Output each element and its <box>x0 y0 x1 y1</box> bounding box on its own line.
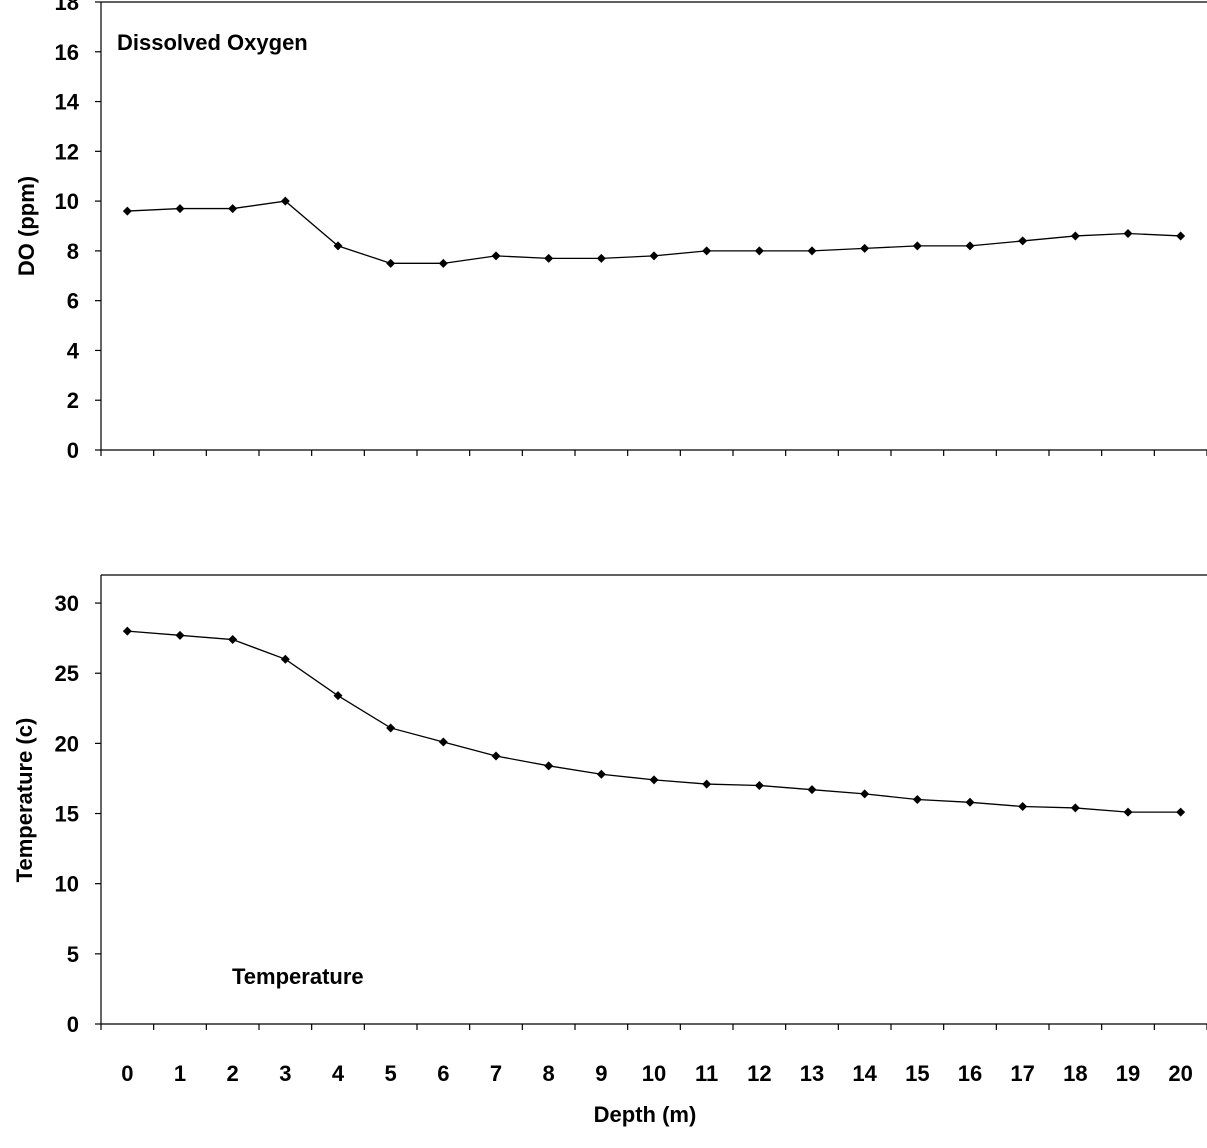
temp-data-point <box>386 723 396 733</box>
temp-data-point <box>1176 807 1186 817</box>
do-data-point <box>175 204 185 214</box>
temp-x-tick-label: 4 <box>332 1061 345 1086</box>
temp-data-point <box>649 775 659 785</box>
do-data-point <box>1018 236 1028 246</box>
temp-y-tick-label: 10 <box>55 872 79 897</box>
temp-x-tick-label: 2 <box>227 1061 239 1086</box>
do-y-tick-label: 8 <box>67 239 79 264</box>
temp-data-point <box>491 751 501 761</box>
do-data-point <box>1123 228 1133 238</box>
temp-data-point <box>175 630 185 640</box>
do-y-tick-label: 4 <box>67 338 80 363</box>
do-data-point <box>754 246 764 256</box>
do-data-point <box>912 241 922 251</box>
do-chart-label: Dissolved Oxygen <box>117 30 308 55</box>
temp-y-tick-label: 15 <box>55 802 79 827</box>
temp-x-tick-label: 0 <box>121 1061 133 1086</box>
temp-data-point <box>754 780 764 790</box>
do-data-point <box>280 196 290 206</box>
do-y-tick-label: 2 <box>67 388 79 413</box>
temp-x-tick-label: 1 <box>174 1061 186 1086</box>
temp-data-point <box>912 795 922 804</box>
temp-data-point <box>1123 807 1133 817</box>
do-y-axis-title: DO (ppm) <box>14 176 39 276</box>
temp-x-tick-label: 15 <box>905 1061 929 1086</box>
temp-data-point <box>1018 802 1028 812</box>
do-y-tick-label: 6 <box>67 289 79 314</box>
do-data-point <box>122 206 132 216</box>
do-data-point <box>965 241 975 251</box>
temp-x-tick-label: 10 <box>642 1061 666 1086</box>
temp-x-tick-label: 11 <box>695 1061 718 1086</box>
temp-x-tick-label: 8 <box>543 1061 555 1086</box>
do-data-point <box>860 243 870 253</box>
do-y-tick-label: 10 <box>55 189 79 214</box>
do-y-tick-label: 16 <box>55 40 79 65</box>
temp-x-tick-label: 3 <box>279 1061 291 1086</box>
do-data-point <box>228 204 238 214</box>
temp-data-point <box>333 691 343 701</box>
do-y-tick-label: 0 <box>67 438 79 463</box>
temp-x-tick-label: 18 <box>1063 1061 1087 1086</box>
temp-x-tick-label: 9 <box>595 1061 607 1086</box>
temp-data-point <box>122 626 132 636</box>
do-data-point <box>544 253 554 263</box>
x-axis-title: Depth (m) <box>594 1102 697 1127</box>
temp-y-tick-label: 0 <box>67 1012 79 1037</box>
temp-y-tick-label: 20 <box>55 731 79 756</box>
do-data-point <box>386 258 396 268</box>
do-y-tick-label: 18 <box>55 0 79 15</box>
temperature-chart-panel: Temperature (c) Temperature Depth (m) 0 5… <box>12 574 1207 1127</box>
temp-data-point <box>807 785 817 795</box>
do-data-point <box>333 241 343 251</box>
temp-x-tick-label: 19 <box>1116 1061 1140 1086</box>
temp-x-tick-label: 16 <box>958 1061 982 1086</box>
temp-data-point <box>228 635 238 645</box>
temp-y-tick-label: 25 <box>55 661 79 686</box>
temp-data-point <box>965 797 975 807</box>
temp-chart-label: Temperature <box>232 964 364 989</box>
temp-x-tick-label: 6 <box>437 1061 449 1086</box>
do-data-point <box>1070 231 1080 241</box>
do-data-point <box>438 258 448 268</box>
do-y-tick-label: 14 <box>55 90 80 115</box>
temp-x-tick-label: 14 <box>852 1061 877 1086</box>
do-data-point <box>807 246 817 256</box>
temp-data-point <box>702 779 712 789</box>
temp-data-point <box>596 769 606 779</box>
do-chart-panel: DO (ppm) Dissolved Oxygen 0 2 4 6 8 10 12 14 16 1… <box>14 0 1207 463</box>
temp-y-tick-label: 5 <box>67 942 79 967</box>
temp-data-point <box>1070 803 1080 813</box>
temp-x-tick-label: 12 <box>747 1061 771 1086</box>
temp-y-axis-title: Temperature (c) <box>12 718 37 883</box>
temp-x-tick-label: 17 <box>1010 1061 1034 1086</box>
do-data-point <box>491 251 501 261</box>
do-data-point <box>1176 231 1186 241</box>
do-data-point <box>702 246 712 256</box>
temp-data-point <box>438 737 448 747</box>
temp-y-tick-label: 30 <box>55 591 79 616</box>
temp-x-tick-label: 5 <box>385 1061 397 1086</box>
do-data-point <box>649 251 659 261</box>
temp-x-tick-label: 13 <box>800 1061 824 1086</box>
temp-data-point <box>280 654 290 664</box>
temp-data-point <box>544 761 554 771</box>
temp-x-tick-label: 7 <box>490 1061 502 1086</box>
temp-x-tick-label: 20 <box>1168 1061 1192 1086</box>
do-y-tick-label: 12 <box>55 139 79 164</box>
do-data-point <box>596 253 606 263</box>
temp-data-point <box>860 789 870 799</box>
